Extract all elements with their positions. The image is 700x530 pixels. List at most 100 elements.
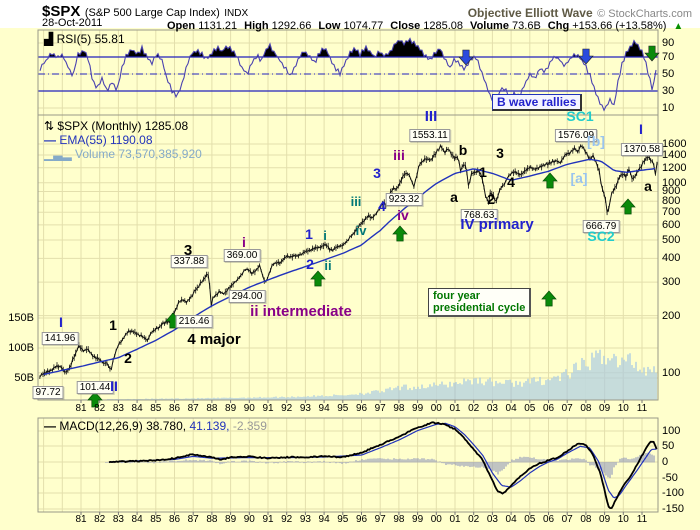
macd-histogram-bar: [293, 461, 295, 463]
wave-label: III: [424, 108, 438, 125]
macd-histogram-bar: [229, 461, 231, 463]
macd-histogram-bar: [239, 461, 241, 463]
macd-histogram-bar: [605, 462, 607, 476]
volume-bar: [469, 380, 471, 400]
macd-histogram-bar: [591, 462, 593, 466]
macd-histogram-bar: [517, 458, 519, 463]
macd-axis-label: -100: [662, 487, 685, 499]
ticker-exchange: INDX: [224, 8, 249, 19]
macd-histogram-bar: [139, 462, 141, 463]
macd-histogram-bar: [105, 462, 107, 463]
field-chg: Chg +153.66 (+13.58%): [547, 20, 667, 32]
macd-histogram-bar: [607, 462, 609, 478]
macd-histogram-bar: [215, 462, 217, 464]
volume-bar: [485, 381, 487, 400]
green-down-arrow: [644, 45, 660, 62]
macd-histogram-bar: [467, 462, 469, 467]
volume-bar: [441, 381, 443, 400]
volume-bar: [145, 398, 147, 400]
volume-bar: [459, 383, 461, 400]
year-label: 81: [75, 403, 87, 414]
macd-histogram-bar: [483, 462, 485, 468]
year-label: 99: [412, 514, 424, 525]
year-label: 89: [225, 514, 237, 525]
year-label: 98: [393, 403, 405, 414]
volume-bar: [415, 389, 417, 400]
macd-histogram-bar: [451, 462, 453, 465]
macd-histogram-bar: [543, 458, 545, 463]
wave-label: 3: [373, 165, 381, 181]
volume-bar: [235, 397, 237, 400]
volume-bar: [587, 366, 589, 400]
volume-bar: [431, 386, 433, 400]
year-label: 07: [561, 403, 573, 414]
volume-bar: [229, 397, 231, 400]
macd-histogram-bar: [127, 462, 129, 463]
volume-bar: [603, 355, 605, 400]
macd-histogram-bar: [497, 462, 499, 475]
volume-bar: [133, 398, 135, 400]
macd-histogram-bar: [309, 461, 311, 463]
wave-label: ii: [324, 258, 332, 273]
year-label: 09: [599, 403, 611, 414]
macd-histogram-bar: [241, 460, 243, 463]
macd-histogram-bar: [159, 462, 161, 463]
macd-histogram-bar: [471, 462, 473, 467]
macd-axis-label: 0: [662, 456, 669, 468]
volume-bar: [273, 396, 275, 400]
green-up-arrow: [542, 172, 558, 189]
volume-bar: [455, 382, 457, 400]
volume-bar: [337, 395, 339, 400]
year-label: 85: [150, 403, 162, 414]
volume-bar: [197, 397, 199, 400]
macd-histogram-bar: [395, 458, 397, 463]
volume-bar: [575, 362, 577, 400]
volume-bar: [365, 393, 367, 400]
volume-bar: [303, 396, 305, 400]
volume-bar: [399, 390, 401, 400]
macd-histogram-bar: [453, 462, 455, 465]
wave-label: iii: [393, 147, 405, 163]
volume-bar: [631, 365, 633, 400]
macd-histogram-bar: [491, 462, 493, 471]
volume-bar: [179, 398, 181, 400]
macd-histogram-bar: [183, 460, 185, 463]
volume-bar: [357, 394, 359, 400]
macd-histogram-bar: [329, 462, 331, 464]
macd-histogram-bar: [223, 462, 225, 464]
macd-histogram-bar: [401, 459, 403, 463]
volume-bar: [601, 363, 603, 400]
macd-histogram-bar: [449, 462, 451, 465]
year-label: 85: [150, 514, 162, 525]
spx-legend-text: $SPX (Monthly) 1285.08: [57, 119, 189, 133]
volume-bar: [483, 385, 485, 400]
year-label: 83: [112, 514, 124, 525]
macd-histogram-bar: [495, 462, 497, 473]
wave-label: I: [639, 121, 643, 137]
volume-bar: [589, 370, 591, 400]
volume-bar: [361, 393, 363, 400]
macd-histogram-bar: [269, 462, 271, 463]
macd-histogram-bar: [525, 456, 527, 463]
volume-bar: [549, 380, 551, 400]
macd-histogram-bar: [515, 458, 517, 463]
year-label: 88: [206, 403, 218, 414]
macd-histogram-bar: [347, 462, 349, 464]
volume-bar: [599, 349, 601, 400]
macd-signal-value: 41.139,: [189, 419, 230, 433]
b-wave-rallies-note: B wave rallies: [492, 94, 583, 111]
macd-histogram-bar: [465, 462, 467, 466]
macd-histogram-bar: [369, 458, 371, 463]
macd-histogram-bar: [503, 462, 505, 470]
volume-bar: [147, 398, 149, 400]
b-wave-rallies-text: B wave rallies: [497, 95, 577, 109]
macd-histogram-bar: [387, 458, 389, 463]
year-label: 03: [486, 514, 498, 525]
volume-bar: [247, 397, 249, 400]
macd-histogram-bar: [233, 460, 235, 463]
year-label: 84: [131, 514, 143, 525]
macd-histogram-bar: [603, 462, 605, 473]
volume-bar: [451, 386, 453, 400]
wave-label: [b]: [587, 133, 605, 149]
macd-histogram-bar: [355, 460, 357, 463]
